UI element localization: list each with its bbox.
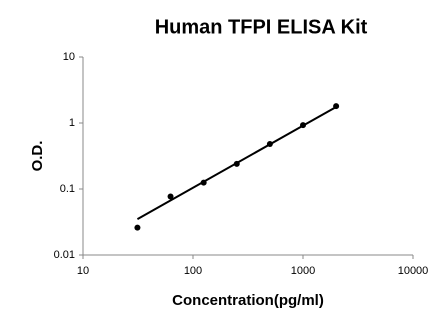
y-tick-label: 0.1 [60,183,75,195]
data-point [134,224,141,231]
x-tick-label: 10000 [398,265,429,277]
data-point [266,141,273,148]
data-point [167,193,174,200]
y-tick-label: 1 [69,117,75,129]
data-point [333,103,340,110]
y-axis-title: O.D. [29,141,46,172]
x-axis-title: Concentration(pg/ml) [172,292,324,309]
chart-title: Human TFPI ELISA Kit [155,16,368,38]
x-tick-label: 100 [184,265,202,277]
y-tick-label: 0.01 [54,249,75,261]
data-point [233,160,240,167]
data-point [300,122,306,129]
x-tick-label: 1000 [291,265,315,277]
x-tick-label: 10 [77,265,89,277]
y-tick-label: 10 [63,51,75,63]
data-point [200,179,207,186]
